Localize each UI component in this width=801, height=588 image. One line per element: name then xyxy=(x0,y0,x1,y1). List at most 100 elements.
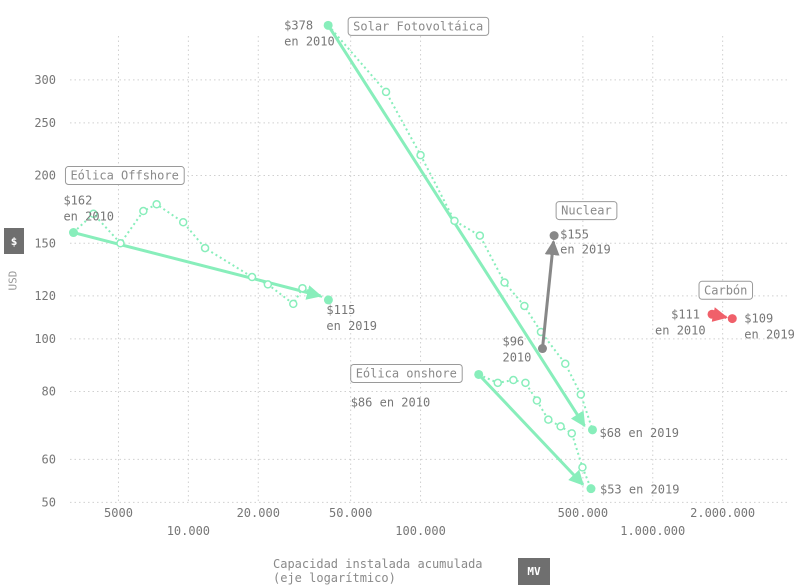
y-tick-label: 300 xyxy=(34,73,56,87)
start-label: $86 en 2010 xyxy=(351,395,430,409)
x-tick-label: 100.000 xyxy=(395,524,446,538)
start-label-year: en 2010 xyxy=(655,323,706,337)
grid xyxy=(70,36,788,504)
data-point xyxy=(450,216,459,226)
start-label-value: $378 xyxy=(284,18,313,32)
data-point xyxy=(576,390,586,399)
data-point-end xyxy=(587,425,597,435)
data-point xyxy=(556,422,565,431)
end-label: $68 en 2019 xyxy=(599,426,678,440)
data-point-end xyxy=(323,295,333,305)
data-point xyxy=(561,359,570,369)
start-label-year: 2010 xyxy=(502,351,531,365)
series-path-dotted xyxy=(478,373,592,489)
data-point xyxy=(247,272,257,282)
trend-arrow xyxy=(326,24,586,428)
x-tick-label: 1.000.000 xyxy=(620,524,685,538)
data-point-end xyxy=(727,314,737,324)
x-unit-badge: MV xyxy=(518,558,550,585)
data-point xyxy=(178,218,188,227)
data-point-end xyxy=(586,484,596,494)
data-point xyxy=(89,209,98,219)
y-tick-label: 80 xyxy=(42,385,56,399)
end-label-year: en 2019 xyxy=(326,319,377,333)
series-group xyxy=(707,307,737,324)
x-tick-label: 5000 xyxy=(104,506,133,520)
data-point-start xyxy=(537,344,547,354)
end-label: $53 en 2019 xyxy=(600,483,679,497)
data-point xyxy=(578,463,587,472)
x-tick-label: 20.000 xyxy=(237,506,280,520)
end-label-year: en 2019 xyxy=(560,243,611,257)
start-label-value: $96 xyxy=(502,335,524,349)
data-point xyxy=(139,206,148,216)
data-point-start xyxy=(68,228,78,238)
y-tick-label: 200 xyxy=(34,168,56,182)
trend-arrow xyxy=(477,373,585,486)
series-group xyxy=(323,20,597,435)
y-axis-label-text: USD xyxy=(6,270,20,291)
x-axis-title: Capacidad instalada acumulada (eje logar… xyxy=(273,557,483,585)
x-axis-title-line2: (eje logarítmico) xyxy=(273,571,396,585)
y-axis-ticks: 50 60 80 100 120 150 200 250 300 xyxy=(34,73,56,510)
series-name-onshore-text: Eólica onshore xyxy=(356,366,457,380)
start-label-value: $162 xyxy=(63,194,92,208)
y-unit-badge: $ xyxy=(4,228,24,254)
data-point xyxy=(289,299,298,309)
data-point xyxy=(200,243,210,253)
series-name-nuclear-box xyxy=(555,201,618,221)
series-group xyxy=(68,200,333,309)
start-label-year: en 2010 xyxy=(284,34,335,48)
series-name-coal-box xyxy=(698,280,754,300)
data-point xyxy=(544,415,553,424)
series-group xyxy=(537,231,560,354)
series-group xyxy=(474,369,596,494)
trend-arrow xyxy=(73,231,322,300)
label-layer: Solar Fotovoltáica $378 en 2010 $68 en 2019… xyxy=(63,16,795,497)
data-point xyxy=(567,429,577,438)
data-point xyxy=(521,378,530,388)
x-axis-ticks: 5000 20.000 50.000 500.000 2.000.000 10.000 10… xyxy=(104,506,755,538)
data-point xyxy=(152,200,161,209)
y-tick-label: 100 xyxy=(34,332,56,346)
series-name-offshore-box xyxy=(64,166,185,186)
y-tick-label: 150 xyxy=(34,236,56,250)
start-label-year: en 2010 xyxy=(63,210,114,224)
x-tick-label: 2.000.000 xyxy=(690,506,755,520)
end-label-value: $155 xyxy=(560,228,589,242)
data-point xyxy=(532,396,542,405)
end-label-year: en 2019 xyxy=(744,328,795,342)
series-name-offshore-text: Eólica Offshore xyxy=(70,169,178,183)
series-name-onshore-box xyxy=(350,363,463,383)
data-point xyxy=(263,280,273,289)
y-axis-label: USD xyxy=(1,262,25,302)
data-point-start xyxy=(474,369,484,379)
y-tick-label: 120 xyxy=(34,289,56,303)
series-layer xyxy=(68,20,737,494)
x-axis-title-line1: Capacidad instalada acumulada xyxy=(273,557,483,571)
data-point-start xyxy=(323,20,333,30)
trend-arrow xyxy=(540,240,560,349)
data-point xyxy=(493,378,503,388)
data-point xyxy=(116,239,125,248)
data-point xyxy=(475,231,485,240)
data-point xyxy=(520,301,529,311)
x-tick-label: 50.000 xyxy=(329,506,372,520)
series-name-solar-text: Solar Fotovoltáica xyxy=(353,19,483,33)
series-name-nuclear-text: Nuclear xyxy=(561,204,612,218)
x-tick-label: 500.000 xyxy=(558,506,609,520)
y-tick-label: 50 xyxy=(42,495,56,509)
data-point xyxy=(416,150,425,160)
y-tick-label: 60 xyxy=(42,452,56,466)
end-label-value: $109 xyxy=(744,312,773,326)
data-point-start xyxy=(707,309,717,319)
series-name-solar-box xyxy=(347,16,490,36)
data-point xyxy=(381,87,391,97)
series-name-coal-text: Carbón xyxy=(704,283,747,297)
data-point xyxy=(298,283,307,293)
start-label-value: $111 xyxy=(671,307,700,321)
data-point xyxy=(509,375,518,385)
x-tick-label: 10.000 xyxy=(167,524,210,538)
end-label-value: $115 xyxy=(326,303,355,317)
